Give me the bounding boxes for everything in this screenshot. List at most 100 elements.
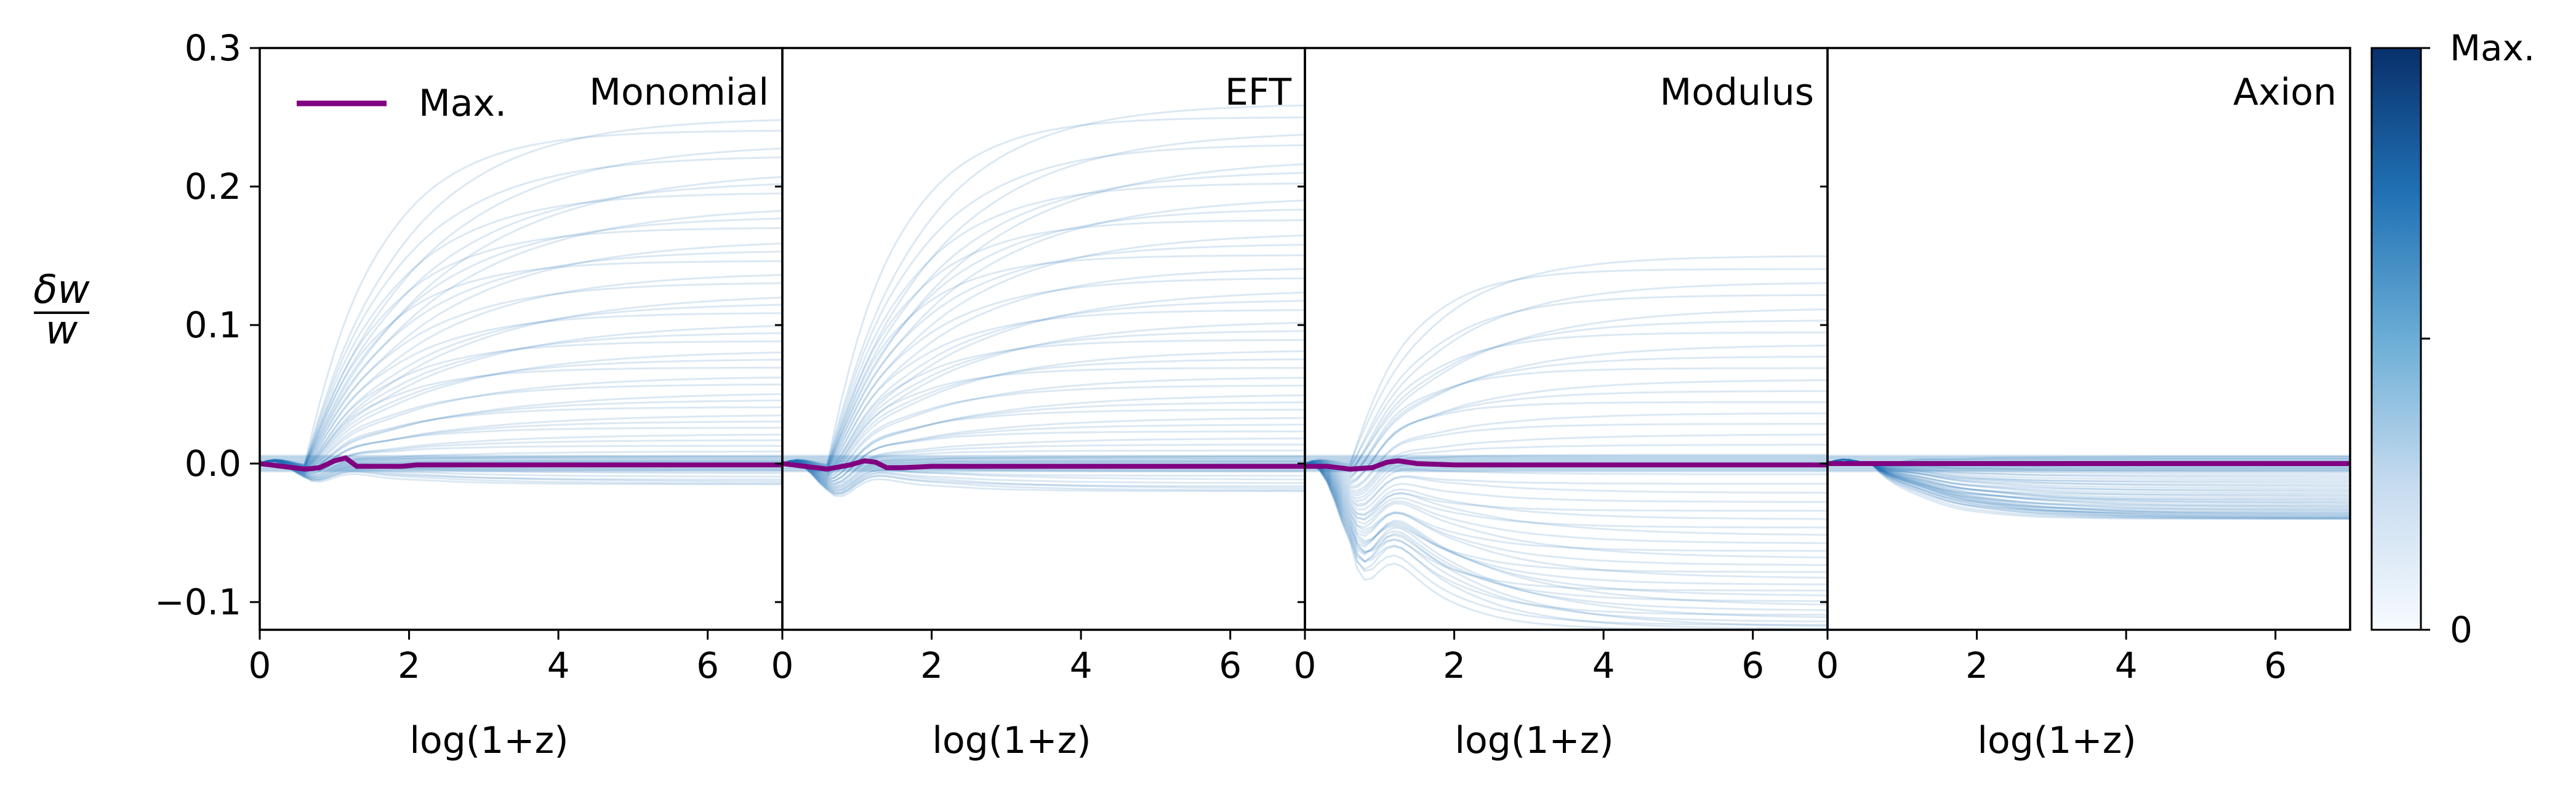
trace-line bbox=[782, 455, 1305, 488]
trace-line bbox=[1305, 464, 1828, 630]
y-tick-label: 0.1 bbox=[185, 304, 241, 346]
trace-line bbox=[260, 460, 782, 478]
trace-line bbox=[260, 460, 782, 480]
trace-line bbox=[260, 217, 782, 468]
trace-line bbox=[1828, 459, 2350, 502]
trace-line bbox=[782, 268, 1305, 473]
x-axis-label: log(1+z) bbox=[932, 719, 1091, 762]
y-tick-label: 0.0 bbox=[185, 443, 241, 484]
trace-line bbox=[782, 134, 1305, 467]
trace-line bbox=[1305, 462, 1828, 520]
trace-line bbox=[1305, 294, 1828, 471]
trace-line bbox=[782, 254, 1305, 473]
trace-line bbox=[1305, 464, 1828, 623]
max-curve bbox=[1305, 458, 1828, 472]
trace-line bbox=[1828, 459, 2350, 486]
trace-line bbox=[1305, 462, 1828, 529]
trace-line bbox=[260, 406, 782, 474]
panel-monomial: 0 2 4 6 log(1+z) Monomial bbox=[249, 47, 784, 762]
panel-traces bbox=[1828, 454, 2350, 520]
trace-line bbox=[1828, 459, 2350, 489]
trace-line bbox=[1305, 462, 1828, 502]
trace-line bbox=[1828, 459, 2350, 518]
trace-line bbox=[1305, 462, 1828, 505]
trace-line bbox=[1305, 320, 1828, 475]
x-tick-label: 2 bbox=[1965, 645, 1988, 686]
trace-line bbox=[782, 234, 1305, 472]
trace-line bbox=[1305, 464, 1828, 616]
trace-line bbox=[782, 199, 1305, 470]
trace-line bbox=[782, 350, 1305, 478]
trace-line bbox=[1305, 462, 1828, 536]
x-tick-label: 4 bbox=[1070, 645, 1093, 686]
panel-title: Modulus bbox=[1659, 71, 1814, 114]
trace-line bbox=[260, 192, 782, 468]
trace-line bbox=[260, 282, 782, 470]
trace-line bbox=[1828, 459, 2350, 492]
y-axis-label: δw w bbox=[33, 267, 90, 353]
panel-frame bbox=[1826, 47, 2351, 631]
trace-line bbox=[1305, 454, 1828, 497]
trace-line bbox=[782, 461, 1305, 493]
trace-line bbox=[782, 104, 1305, 466]
x-tick-label: 6 bbox=[696, 645, 719, 686]
trace-line bbox=[1828, 459, 2350, 520]
trace-line bbox=[260, 358, 782, 472]
trace-line bbox=[260, 455, 782, 477]
x-tick-label: 0 bbox=[771, 645, 794, 686]
panel-frame bbox=[781, 47, 1306, 631]
trace-line bbox=[1828, 459, 2350, 513]
trace-line bbox=[260, 400, 782, 473]
trace-line bbox=[1305, 412, 1828, 488]
trace-line bbox=[1305, 433, 1828, 492]
trace-line bbox=[260, 332, 782, 472]
trace-line bbox=[1828, 459, 2350, 478]
trace-line bbox=[1305, 463, 1828, 606]
trace-line bbox=[1305, 390, 1828, 484]
x-tick-label: 4 bbox=[2115, 645, 2138, 686]
trace-line bbox=[1828, 459, 2350, 480]
trace-line bbox=[1305, 464, 1828, 627]
trace-line bbox=[1828, 459, 2350, 518]
trace-line bbox=[260, 260, 782, 469]
trace-line bbox=[782, 384, 1305, 480]
trace-line bbox=[1828, 459, 2350, 507]
trace-line bbox=[1305, 464, 1828, 626]
trace-line bbox=[260, 460, 782, 480]
trace-line bbox=[782, 409, 1305, 482]
max-curve bbox=[260, 455, 782, 472]
trace-line bbox=[1828, 459, 2350, 475]
trace-line bbox=[1305, 462, 1828, 573]
trace-line bbox=[1828, 459, 2350, 499]
trace-line bbox=[782, 461, 1305, 492]
trace-line bbox=[260, 376, 782, 473]
panel-title: EFT bbox=[1225, 71, 1291, 114]
trace-line bbox=[782, 401, 1305, 481]
trace-line bbox=[260, 251, 782, 469]
trace-line bbox=[1828, 459, 2350, 476]
trace-line bbox=[1828, 459, 2350, 509]
trace-line bbox=[1828, 459, 2350, 517]
x-axis-label: log(1+z) bbox=[1455, 719, 1613, 762]
trace-line bbox=[260, 156, 782, 467]
x-tick-label: 2 bbox=[1443, 645, 1466, 686]
trace-line bbox=[1305, 367, 1828, 481]
trace-line bbox=[782, 291, 1305, 475]
trace-line bbox=[1305, 462, 1828, 510]
trace-line bbox=[1828, 459, 2350, 508]
x-tick-label: 6 bbox=[1219, 645, 1242, 686]
trace-line bbox=[782, 182, 1305, 469]
panel-traces bbox=[782, 104, 1305, 497]
trace-line bbox=[1828, 459, 2350, 482]
legend: Max. bbox=[297, 82, 507, 125]
trace-line bbox=[1305, 462, 1828, 558]
trace-line bbox=[782, 208, 1305, 470]
trace-line bbox=[260, 414, 782, 474]
trace-line bbox=[1305, 308, 1828, 473]
trace-line bbox=[1305, 462, 1828, 507]
trace-line bbox=[782, 367, 1305, 479]
trace-line bbox=[1828, 459, 2350, 496]
y-tick-label: −0.1 bbox=[154, 581, 241, 623]
trace-line bbox=[1828, 459, 2350, 488]
trace-line bbox=[782, 461, 1305, 491]
